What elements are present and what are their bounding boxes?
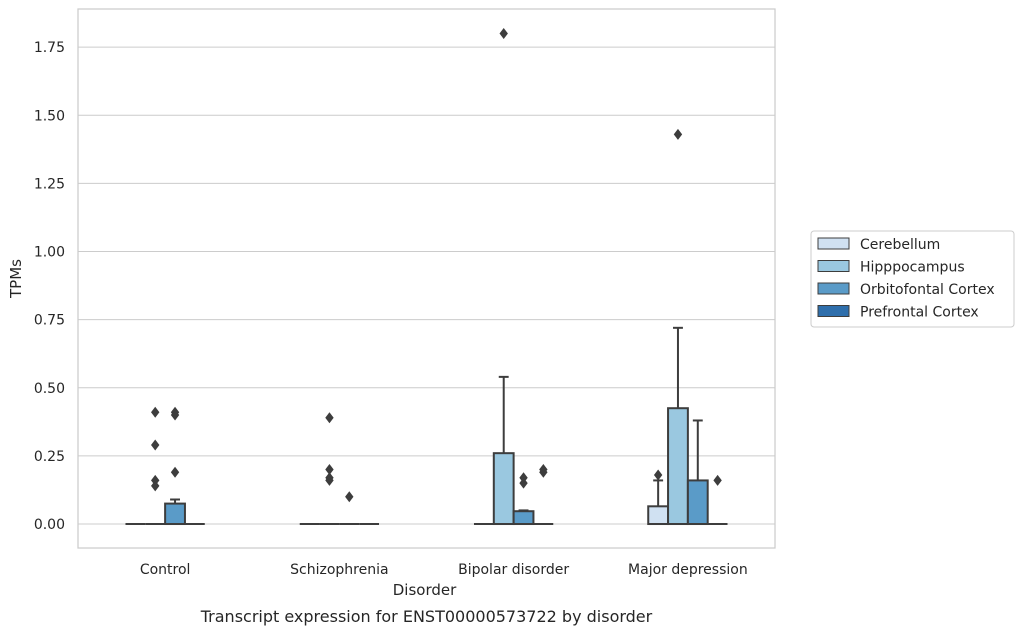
y-tick-label: 1.00	[34, 245, 65, 261]
legend-label: Hipppocampus	[860, 260, 965, 276]
chart-marks	[125, 28, 728, 526]
box-prefrontal-cortex	[533, 464, 554, 526]
box-body	[647, 505, 670, 526]
legend-frame	[810, 230, 1015, 328]
x-tick-label: Control	[140, 562, 191, 578]
y-tick-label: 1.50	[34, 108, 65, 124]
box-orbitofontal-cortex	[512, 472, 535, 526]
outlier-point	[673, 128, 683, 140]
outlier-point	[151, 474, 160, 486]
y-axis-title: TPMs	[7, 259, 25, 299]
box-body	[512, 510, 535, 526]
box-cerebellum	[647, 469, 670, 526]
legend-label: Prefrontal Cortex	[860, 305, 979, 321]
legend: Cerebellum Hipppocampus Orbitofontal Corte…	[810, 230, 1015, 328]
outlier-point	[713, 474, 722, 486]
y-tick-label: 1.75	[34, 40, 65, 56]
outlier-point	[653, 469, 663, 481]
outlier-point	[151, 406, 160, 418]
legend-swatch	[817, 305, 850, 317]
outlier-point	[519, 472, 528, 484]
y-tick-label: 0.50	[34, 381, 65, 397]
legend-swatch	[817, 237, 850, 250]
x-axis-title: Disorder	[393, 581, 457, 599]
box-body	[164, 502, 186, 526]
box-hipppocampus	[319, 412, 340, 526]
outlier-point	[499, 28, 508, 40]
x-tick-label: Major depression	[628, 562, 748, 578]
outlier-point	[170, 406, 180, 418]
legend-label: Orbitofontal Cortex	[860, 282, 995, 298]
box-hipppocampus	[145, 406, 166, 526]
box-body	[686, 479, 709, 526]
x-tick-label: Bipolar disorder	[458, 562, 569, 578]
outlier-point	[345, 491, 354, 503]
y-tick-label: 0.00	[34, 517, 65, 533]
y-tick-label: 1.25	[34, 176, 65, 192]
outlier-point	[170, 466, 180, 478]
x-tick-labels: Control Schizophrenia Bipolar disorder Majo…	[140, 562, 748, 578]
outlier-point	[151, 439, 160, 451]
plot-frame	[77, 8, 776, 549]
y-tick-label: 0.25	[34, 449, 65, 465]
outlier-point	[325, 472, 334, 484]
box-hipppocampus	[492, 28, 515, 526]
y-tick-labels: 0.00 0.25 0.50 0.75 1.00 1.25 1.50 1.75	[34, 40, 65, 533]
legend-label: Cerebellum	[860, 237, 940, 253]
box-hipppocampus	[667, 128, 689, 526]
chart-caption: Transcript expression for ENST0000057372…	[200, 607, 653, 626]
legend-swatch	[817, 282, 850, 295]
box-prefrontal-cortex	[707, 474, 728, 526]
legend-swatch	[817, 260, 850, 272]
outlier-point	[539, 464, 548, 476]
gridlines	[78, 46, 775, 525]
box-orbitofontal-cortex	[686, 419, 709, 526]
box-body	[667, 407, 689, 526]
box-orbitofontal-cortex	[164, 406, 186, 526]
y-tick-label: 0.75	[34, 313, 65, 329]
outlier-point	[325, 464, 334, 476]
box-body	[492, 452, 515, 526]
outlier-point	[325, 412, 334, 424]
x-tick-label: Schizophrenia	[290, 562, 388, 578]
box-orbitofontal-cortex	[339, 491, 360, 526]
